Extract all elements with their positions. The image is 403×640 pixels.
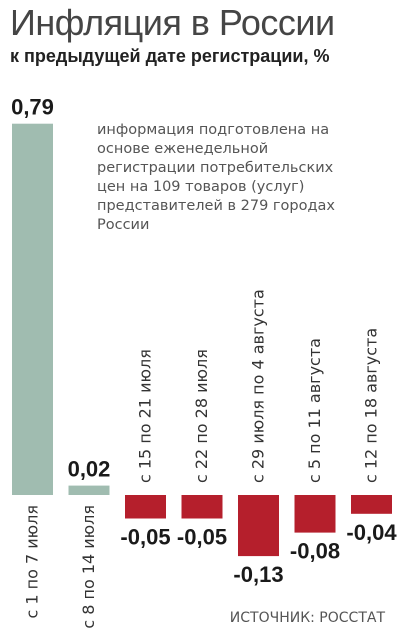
chart-title: Инфляция в России <box>10 2 335 43</box>
bar-2 <box>68 485 110 495</box>
category-label-5: с 29 июля по 4 августа <box>249 289 268 483</box>
category-label-4: с 22 по 28 июля <box>192 349 211 483</box>
value-label-7: -0,04 <box>346 520 397 545</box>
chart-subtitle: к предыдущей дате регистрации, % <box>10 46 330 66</box>
chart-note: информация подготовлена на основе еженед… <box>97 122 335 233</box>
value-label-5: -0,13 <box>233 562 283 587</box>
category-label-6: с 5 по 11 августа <box>305 338 324 483</box>
value-label-4: -0,05 <box>177 525 227 550</box>
bar-6 <box>294 495 336 533</box>
category-label-2: с 8 по 14 июля <box>79 505 98 629</box>
bar-1 <box>12 123 53 495</box>
bar-4 <box>181 495 223 519</box>
value-label-1: 0,79 <box>11 95 54 120</box>
value-label-2: 0,02 <box>68 457 111 482</box>
source-label: ИСТОЧНИК: РОССТАТ <box>229 610 385 626</box>
bar-5 <box>238 495 279 557</box>
value-label-6: -0,08 <box>290 539 340 564</box>
category-label-3: с 15 по 21 июля <box>136 349 155 483</box>
bar-3 <box>125 495 166 519</box>
value-label-3: -0,05 <box>120 525 170 550</box>
category-label-1: с 1 по 7 июля <box>23 505 42 618</box>
bar-7 <box>351 495 392 514</box>
category-label-7: с 12 по 18 августа <box>362 328 381 483</box>
